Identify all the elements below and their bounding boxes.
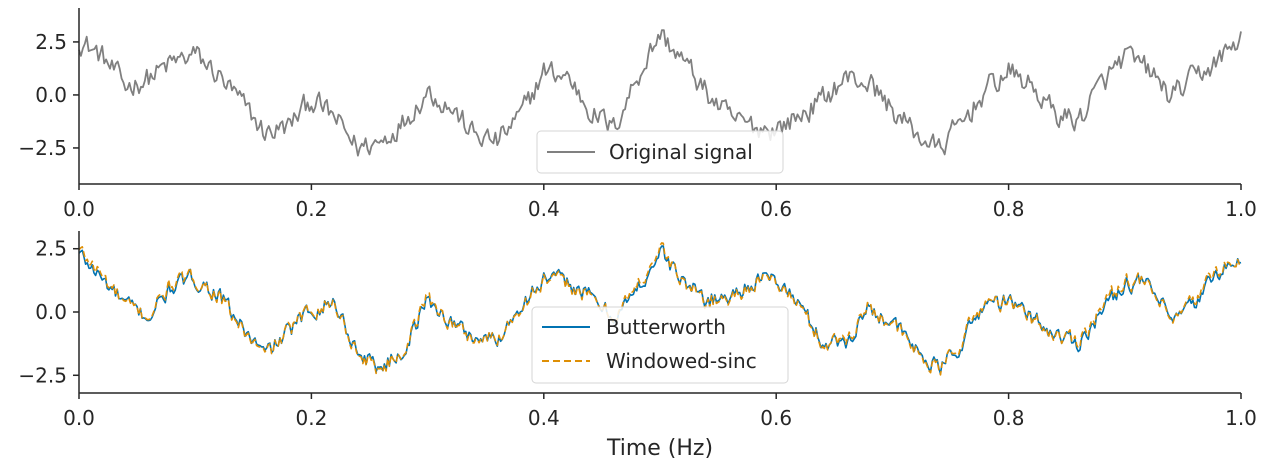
bottom-y-ticks: 2.5 0.0 −2.5 — [18, 237, 79, 387]
x-tick-label: 0.6 — [760, 197, 792, 221]
y-tick-label: 0.0 — [35, 83, 67, 107]
x-tick-label: 0.2 — [295, 197, 327, 221]
x-tick-label: 0.8 — [993, 406, 1025, 430]
x-tick-label: 0.0 — [63, 197, 95, 221]
x-tick-label: 0.2 — [295, 406, 327, 430]
y-tick-label: 0.0 — [35, 300, 67, 324]
legend-label-butterworth: Butterworth — [606, 315, 726, 339]
top-x-ticks: 0.0 0.2 0.4 0.6 0.8 1.0 — [63, 184, 1257, 221]
y-tick-label: −2.5 — [18, 363, 67, 387]
bottom-legend-box — [531, 306, 789, 384]
legend-label-original-signal: Original signal — [609, 140, 753, 164]
series-line-original-signal — [78, 29, 1242, 157]
x-tick-label: 0.8 — [993, 197, 1025, 221]
series-line-windowed-sinc — [78, 242, 1242, 376]
bottom-series-layer — [78, 242, 1242, 376]
top-series-layer — [78, 29, 1242, 157]
bottom-legend: Butterworth Windowed-sinc — [531, 306, 789, 384]
top-legend: Original signal — [536, 130, 784, 174]
x-axis-label: Time (Hz) — [606, 436, 713, 461]
top-panel: 0.0 0.2 0.4 0.6 0.8 1.0 2.5 0.0 −2.5 Original s… — [18, 8, 1257, 221]
top-y-ticks: 2.5 0.0 −2.5 — [18, 30, 79, 160]
x-tick-label: 0.0 — [63, 406, 95, 430]
y-tick-label: −2.5 — [18, 136, 67, 160]
x-tick-label: 0.4 — [528, 406, 560, 430]
x-tick-label: 1.0 — [1225, 197, 1257, 221]
x-tick-label: 1.0 — [1225, 406, 1257, 430]
x-tick-label: 0.4 — [528, 197, 560, 221]
x-tick-label: 0.6 — [760, 406, 792, 430]
bottom-panel: 0.0 0.2 0.4 0.6 0.8 1.0 2.5 0.0 −2.5 Butterwort… — [18, 231, 1257, 461]
y-tick-label: 2.5 — [35, 30, 67, 54]
y-tick-label: 2.5 — [35, 237, 67, 261]
legend-label-windowed-sinc: Windowed-sinc — [606, 349, 757, 373]
bottom-x-ticks: 0.0 0.2 0.4 0.6 0.8 1.0 — [63, 393, 1257, 430]
top-legend-box — [536, 130, 784, 174]
